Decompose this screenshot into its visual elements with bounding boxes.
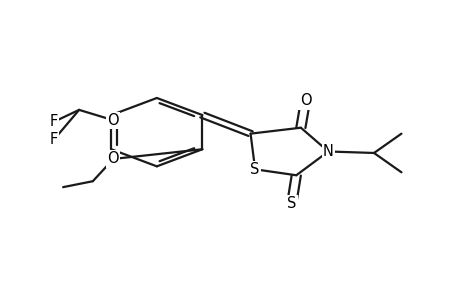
Text: S: S — [286, 196, 296, 211]
Text: F: F — [50, 132, 58, 147]
Text: F: F — [50, 114, 58, 129]
Text: S: S — [250, 162, 259, 177]
Text: O: O — [107, 113, 119, 128]
Text: N: N — [322, 144, 333, 159]
Text: O: O — [299, 94, 311, 109]
Text: O: O — [107, 152, 119, 166]
